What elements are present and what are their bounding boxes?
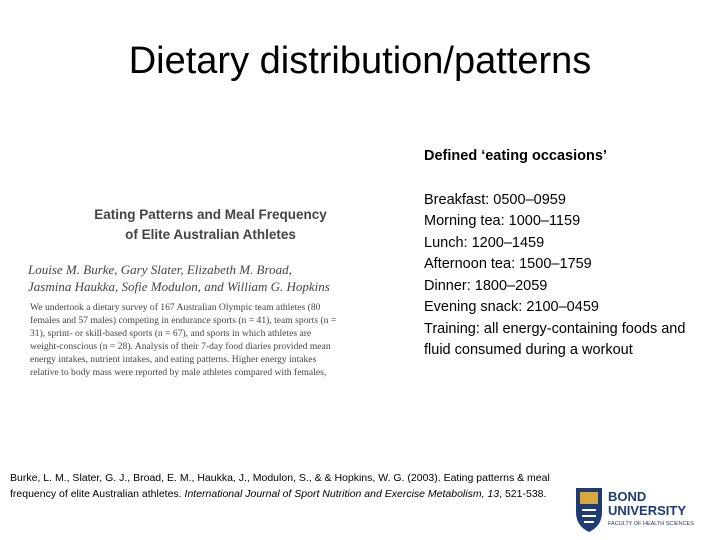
paper-title: Eating Patterns and Meal Frequency of El… — [48, 205, 373, 245]
occasion-item: Afternoon tea: 1500–1759 — [424, 256, 592, 272]
logo-emblem — [580, 492, 598, 504]
citation-journal: International Journal of Sport Nutrition… — [184, 488, 500, 500]
university-logo: BOND UNIVERSITY FACULTY OF HEALTH SCIENC… — [576, 488, 694, 532]
occasion-list: Breakfast: 0500–0959 Morning tea: 1000–11… — [424, 190, 704, 362]
author-line: Louise M. Burke, Gary Slater, Elizabeth … — [28, 262, 292, 277]
heading: Defined ‘eating occasions’ — [424, 148, 607, 164]
slide-title: Dietary distribution/patterns — [128, 40, 592, 82]
logo-subtext: FACULTY OF HEALTH SCIENCES — [608, 521, 694, 527]
occasion-item: Evening snack: 2100–0459 — [424, 299, 599, 315]
logo-text: BOND — [608, 489, 646, 504]
citation: Burke, L. M., Slater, G. J., Broad, E. M… — [10, 470, 560, 502]
logo-stripes — [582, 509, 596, 523]
logo-text: UNIVERSITY — [608, 503, 686, 518]
citation-pages: , 521-538. — [499, 488, 547, 500]
paper-abstract: We undertook a dietary survey of 167 Aus… — [28, 301, 373, 379]
citation-authors: Burke, L. M., Slater, G. J., Broad, E. M… — [10, 472, 550, 500]
abstract-line: We undertook a dietary survey of 167 Aus… — [30, 302, 321, 313]
eating-occasions: Defined ‘eating occasions’ Breakfast: 05… — [424, 146, 704, 362]
abstract-line: 31), sprint- or skill-based sports (n = … — [30, 328, 312, 339]
occasion-item: Training: all energy-containing foods an… — [424, 320, 686, 359]
paper-authors: Louise M. Burke, Gary Slater, Elizabeth … — [28, 261, 373, 295]
paper-excerpt: Eating Patterns and Meal Frequency of El… — [28, 205, 373, 379]
author-line: Jasmina Haukka, Sofie Modulon, and Willi… — [28, 279, 330, 294]
occasion-item: Lunch: 1200–1459 — [424, 234, 545, 251]
paper-title-line: of Elite Australian Athletes — [125, 227, 296, 242]
occasion-item: Breakfast: 0500–0959 — [424, 191, 566, 208]
abstract-line: relative to body mass were reported by m… — [30, 367, 327, 378]
occasion-item: Dinner: 1800–2059 — [424, 277, 548, 294]
abstract-line: weight-conscious (n = 28). Analysis of t… — [30, 341, 331, 352]
abstract-line: females and 57 males) competing in endur… — [30, 315, 337, 326]
abstract-line: energy intakes, nutrient intakes, and ea… — [30, 354, 317, 365]
occasion-item: Morning tea: 1000–1159 — [424, 213, 581, 229]
paper-title-line: Eating Patterns and Meal Frequency — [94, 207, 327, 222]
